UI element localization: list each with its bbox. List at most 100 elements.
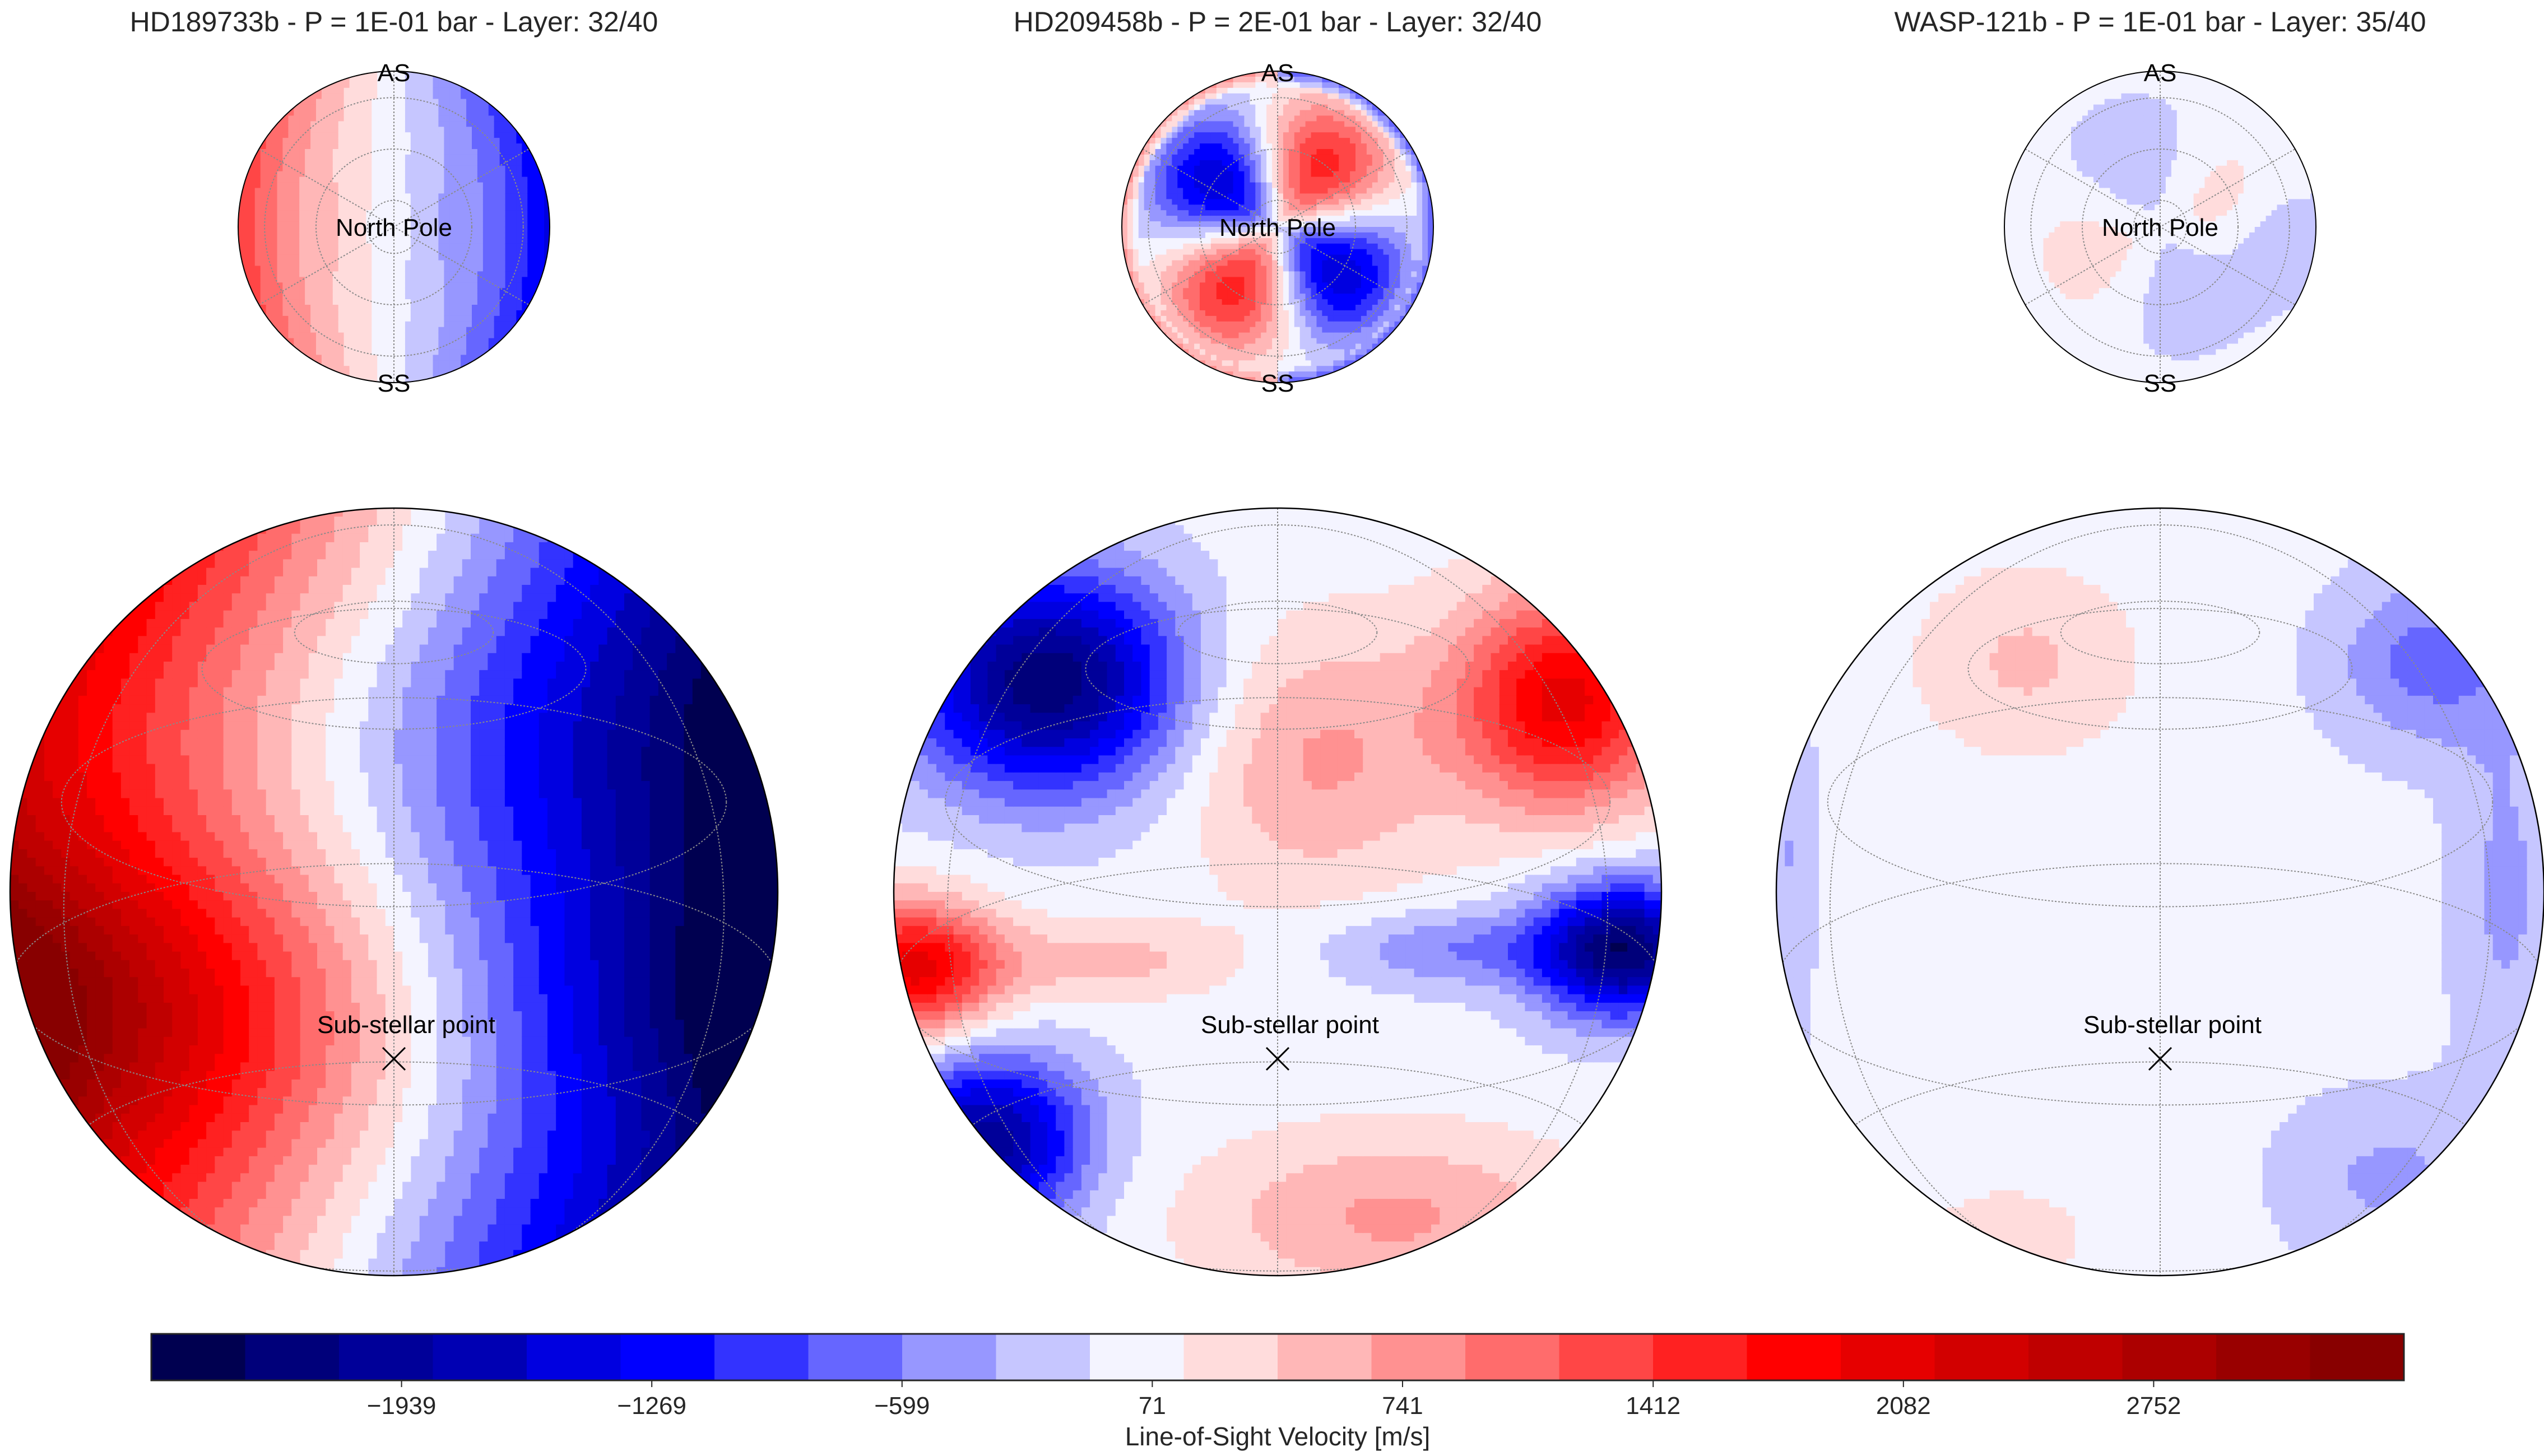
- field-cell: [231, 985, 241, 995]
- field-cell: [372, 160, 378, 166]
- field-cell: [472, 282, 478, 289]
- field-cell: [277, 199, 284, 206]
- field-cell: [310, 338, 317, 345]
- field-cell: [366, 104, 373, 111]
- field-cell: [349, 232, 356, 239]
- field-cell: [238, 199, 244, 206]
- field-cell: [249, 1147, 258, 1157]
- field-cell: [300, 798, 309, 807]
- field-cell: [87, 1036, 96, 1046]
- field-cell: [300, 960, 309, 969]
- field-cell: [472, 115, 478, 122]
- field-cell: [433, 338, 439, 345]
- field-cell: [433, 343, 439, 350]
- field-cell: [240, 1156, 249, 1165]
- field-cell: [155, 858, 164, 867]
- field-cell: [321, 176, 328, 183]
- field-cell: [355, 260, 361, 267]
- field-cell: [274, 1020, 284, 1029]
- field-cell: [257, 772, 267, 782]
- field-cell: [223, 789, 233, 799]
- field-cell: [197, 576, 207, 585]
- field-cell: [164, 636, 173, 645]
- field-cell: [477, 176, 484, 183]
- field-cell: [427, 216, 434, 222]
- field-cell: [527, 199, 533, 206]
- field-cell: [461, 216, 467, 222]
- field-cell: [266, 1190, 275, 1199]
- field-cell: [349, 315, 356, 322]
- field-cell: [138, 772, 147, 782]
- field-cell: [349, 87, 356, 94]
- field-cell: [405, 221, 411, 227]
- field-cell: [522, 165, 528, 172]
- field-cell: [180, 994, 190, 1003]
- field-cell: [266, 559, 275, 569]
- field-cell: [308, 593, 318, 603]
- field-cell: [172, 824, 182, 833]
- field-cell: [120, 764, 130, 773]
- field-cell: [87, 1045, 96, 1054]
- field-cell: [461, 165, 467, 172]
- field-cell: [438, 260, 445, 267]
- field-cell: [266, 840, 275, 850]
- field-cell: [120, 644, 130, 654]
- field-cell: [433, 193, 439, 200]
- field-cell: [78, 789, 87, 799]
- field-cell: [257, 1232, 267, 1242]
- field-cell: [488, 204, 495, 211]
- field-cell: [444, 149, 451, 155]
- field-cell: [394, 138, 400, 144]
- field-cell: [355, 366, 361, 372]
- field-cell: [277, 266, 284, 272]
- field-cell: [343, 115, 350, 122]
- field-cell: [399, 366, 406, 372]
- field-cell: [283, 1207, 293, 1217]
- field-cell: [282, 266, 289, 272]
- field-cell: [95, 1011, 105, 1021]
- field-cell: [78, 1062, 87, 1072]
- field-cell: [410, 305, 417, 311]
- field-cell: [338, 171, 345, 178]
- field-cell: [129, 1156, 139, 1165]
- field-cell: [172, 934, 182, 944]
- field-cell: [10, 900, 19, 910]
- field-cell: [254, 176, 261, 183]
- field-cell: [360, 221, 367, 227]
- field-cell: [316, 266, 322, 272]
- field-cell: [410, 227, 417, 233]
- field-cell: [283, 593, 293, 603]
- field-cell: [53, 892, 62, 901]
- field-cell: [488, 315, 495, 322]
- field-cell: [78, 994, 87, 1003]
- field-cell: [112, 678, 122, 688]
- field-cell: [197, 1020, 207, 1029]
- field-cell: [383, 232, 389, 239]
- field-cell: [433, 232, 439, 239]
- field-cell: [388, 104, 394, 111]
- field-cell: [288, 127, 295, 133]
- field-cell: [180, 1199, 190, 1208]
- field-cell: [321, 149, 328, 155]
- field-cell: [310, 110, 317, 117]
- field-cell: [95, 695, 105, 705]
- field-cell: [316, 254, 322, 261]
- field-cell: [61, 1054, 71, 1063]
- field-cell: [405, 82, 411, 89]
- field-cell: [421, 366, 428, 372]
- field-cell: [240, 1105, 249, 1114]
- field-cell: [455, 176, 461, 183]
- field-cell: [257, 858, 267, 867]
- field-cell: [394, 294, 400, 300]
- field-cell: [410, 71, 417, 77]
- field-cell: [383, 110, 389, 117]
- field-cell: [155, 602, 164, 611]
- field-cell: [494, 315, 500, 322]
- field-cell: [78, 1071, 87, 1080]
- field-cell: [360, 249, 367, 255]
- field-cell: [274, 951, 284, 961]
- field-cell: [499, 138, 506, 144]
- field-cell: [366, 199, 373, 206]
- field-cell: [61, 883, 71, 892]
- field-cell: [332, 171, 339, 178]
